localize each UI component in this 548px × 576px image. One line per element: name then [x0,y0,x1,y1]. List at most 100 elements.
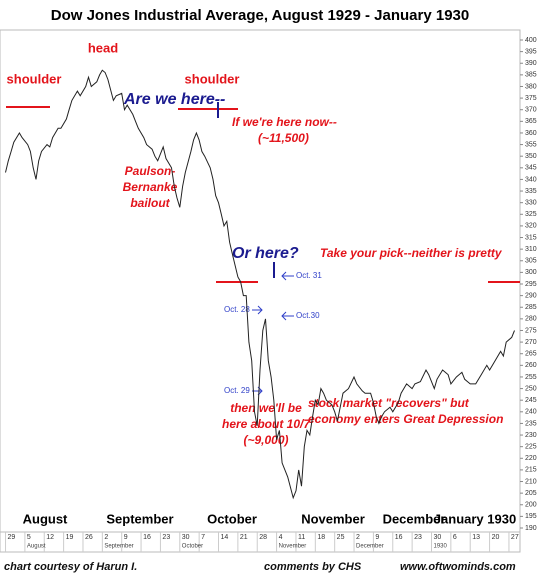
y-tick-label: 340 [525,176,537,183]
y-tick-label: 370 [525,107,537,114]
y-tick-label: 325 [525,211,537,218]
arrow [281,311,294,321]
annotation: economy enters Great Depression [308,412,503,426]
y-tick-label: 235 [525,420,537,427]
x-tick-label: 11 [298,534,305,541]
y-tick-label: 355 [525,141,537,148]
month-sublabel: December [356,544,384,550]
y-tick-label: 215 [525,467,537,474]
month-sublabel: October [182,544,203,550]
x-tick-label: 14 [221,534,229,541]
x-tick-label: 13 [472,534,480,541]
month-label: August [23,511,68,526]
month-label: January 1930 [434,511,516,526]
annotation: bailout [130,196,170,210]
y-tick-label: 255 [525,374,537,381]
annotation: shoulder [7,71,62,86]
y-tick-label: 295 [525,281,537,288]
y-tick-label: 240 [525,409,537,416]
y-tick-label: 305 [525,258,537,265]
x-tick-label: 2 [356,534,360,541]
y-tick-label: 195 [525,513,537,520]
annotation: Bernanke [123,180,178,194]
arrow [252,305,263,315]
annotation: Or here? [232,245,299,262]
x-tick-label: 23 [414,534,422,541]
y-tick-label: 205 [525,490,537,497]
x-tick-label: 23 [162,534,170,541]
y-tick-label: 275 [525,327,537,334]
annotation: Paulson- [125,164,176,178]
x-tick-label: 29 [8,534,16,541]
month-label: October [207,511,257,526]
x-tick-label: 16 [143,534,151,541]
annotation: head [88,40,118,55]
y-tick-label: 230 [525,432,537,439]
x-tick-label: 9 [375,534,379,541]
y-tick-label: 250 [525,385,537,392]
x-tick-label: 18 [317,534,325,541]
plot-frame [0,29,521,533]
annotation: then we'll be [230,401,302,415]
y-tick-label: 395 [525,48,537,55]
y-tick-label: 300 [525,269,537,276]
x-tick-label: 5 [27,534,31,541]
x-axis-band [0,531,521,553]
annotation: (~9,000) [243,433,288,447]
x-tick-label: 26 [85,534,93,541]
y-tick-label: 360 [525,130,537,137]
y-tick-label: 190 [525,525,537,532]
month-sublabel: 1930 [433,544,447,550]
x-tick-label: 16 [395,534,403,541]
y-tick-label: 335 [525,188,537,195]
x-tick-label: 4 [279,534,283,541]
x-tick-label: 12 [46,534,54,541]
annotation: shoulder [185,71,240,86]
annotation: Oct. 29 [224,386,250,395]
annotation: Oct. 31 [296,271,322,280]
chart-title: Dow Jones Industrial Average, August 192… [51,7,469,24]
y-tick-label: 200 [525,502,537,509]
y-tick-label: 390 [525,60,537,67]
y-tick-label: 210 [525,478,537,485]
y-tick-label: 330 [525,200,537,207]
y-tick-label: 400 [525,37,537,44]
y-tick-label: 270 [525,339,537,346]
annotation: here about 10/7 [222,417,311,431]
y-tick-label: 265 [525,351,537,358]
month-sublabel: November [279,544,307,550]
y-tick-label: 280 [525,316,537,323]
month-label: December [383,511,446,526]
y-tick-label: 310 [525,246,537,253]
x-tick-label: 6 [453,534,457,541]
y-tick-label: 385 [525,72,537,79]
annotation: (~11,500) [258,131,309,145]
footer: comments by CHS [264,561,362,573]
y-tick-label: 365 [525,118,537,125]
arrow [281,271,294,281]
x-tick-label: 30 [433,534,441,541]
y-tick-label: 225 [525,444,537,451]
y-tick-label: 320 [525,223,537,230]
y-tick-label: 285 [525,304,537,311]
month-sublabel: August [27,544,46,550]
y-tick-label: 345 [525,165,537,172]
x-tick-label: 21 [240,534,248,541]
x-tick-label: 25 [337,534,345,541]
x-tick-label: 20 [492,534,500,541]
x-tick-label: 19 [66,534,74,541]
x-tick-label: 7 [201,534,205,541]
y-tick-label: 350 [525,153,537,160]
y-tick-label: 315 [525,234,537,241]
x-tick-label: 27 [511,534,519,541]
x-tick-label: 2 [104,534,108,541]
x-tick-label: 30 [182,534,190,541]
y-tick-label: 220 [525,455,537,462]
y-tick-label: 375 [525,95,537,102]
annotation: Oct.30 [296,311,320,320]
footer: chart courtesy of Harun I. [4,561,137,573]
price-line [5,69,515,500]
y-tick-label: 260 [525,362,537,369]
y-tick-label: 245 [525,397,537,404]
